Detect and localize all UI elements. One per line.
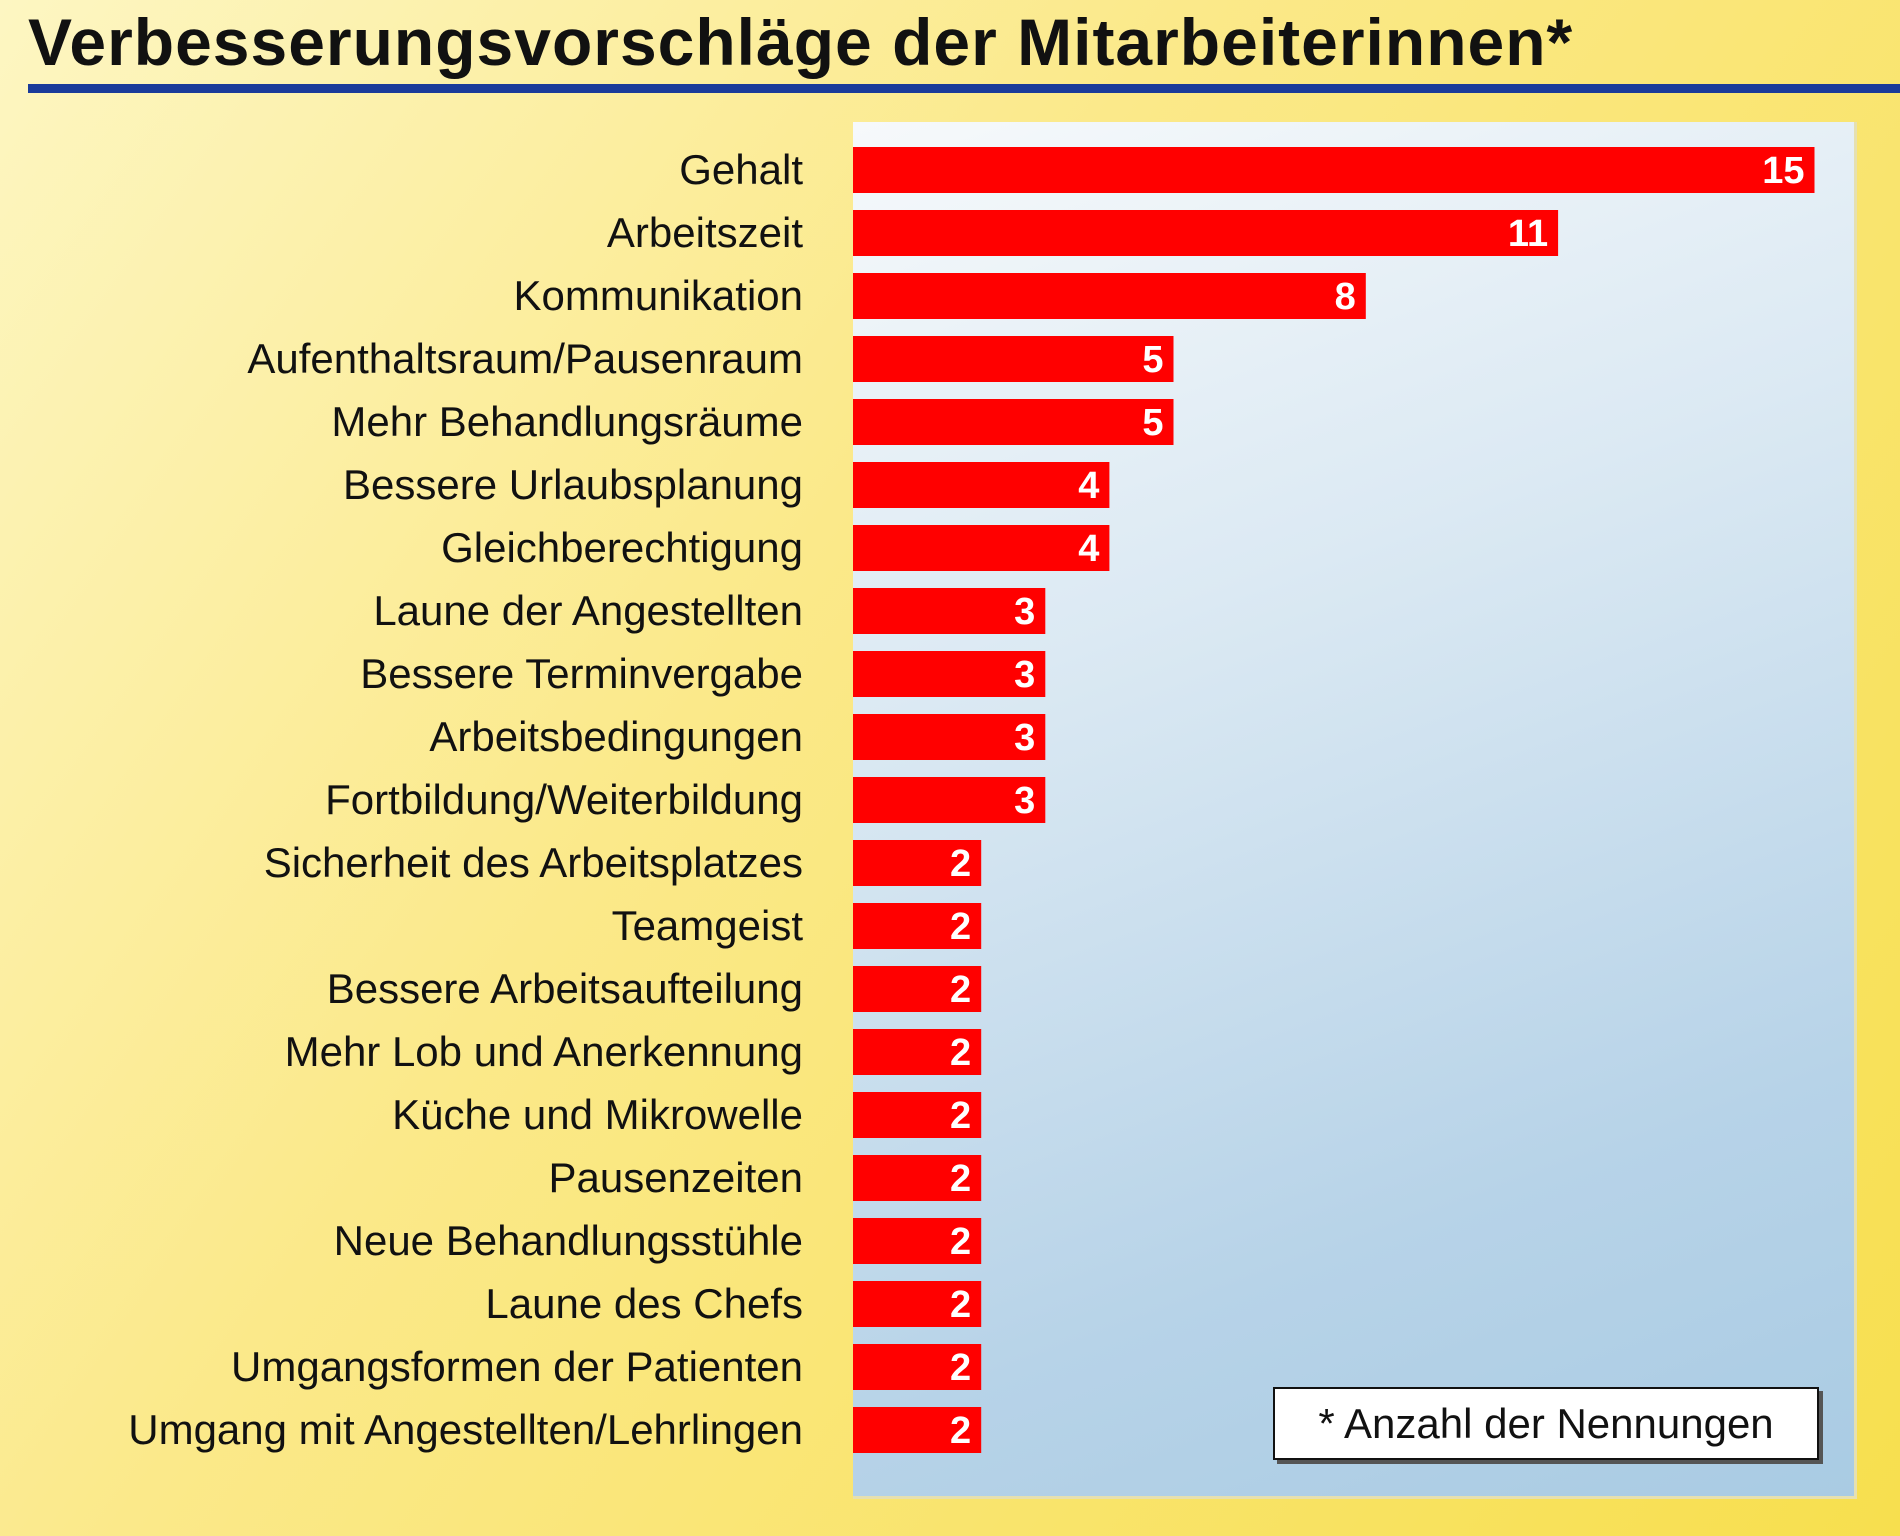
data-label: 2 xyxy=(950,1347,971,1389)
category-label: Laune der Angestellten xyxy=(373,587,803,634)
bar xyxy=(853,1155,982,1201)
category-label: Umgang mit Angestellten/Lehrlingen xyxy=(128,1406,803,1453)
category-label: Gleichberechtigung xyxy=(441,524,803,571)
data-label: 5 xyxy=(1142,402,1163,444)
data-label: 2 xyxy=(950,1095,971,1137)
data-label: 3 xyxy=(1014,654,1035,696)
data-label: 11 xyxy=(1508,213,1548,255)
data-label: 3 xyxy=(1014,717,1035,759)
title-underline xyxy=(28,84,1900,93)
category-label: Kommunikation xyxy=(514,272,803,319)
data-label: 2 xyxy=(950,1284,971,1326)
category-label: Bessere Urlaubsplanung xyxy=(343,461,803,508)
bar xyxy=(853,147,1815,193)
bar xyxy=(853,1029,982,1075)
value-labels: 15 11 8 5 5 4 4 3 3 3 3 2 2 2 2 2 2 2 2 2 2 xyxy=(950,150,1804,1452)
chart-title: Verbesserungsvorschläge der Mitarbeiteri… xyxy=(28,5,1574,79)
data-label: 4 xyxy=(1078,528,1099,570)
bar xyxy=(853,273,1366,319)
category-label: Arbeitszeit xyxy=(607,209,803,256)
bar xyxy=(853,336,1174,382)
category-label: Sicherheit des Arbeitsplatzes xyxy=(264,839,803,886)
data-label: 2 xyxy=(950,1032,971,1074)
category-label: Arbeitsbedingungen xyxy=(429,713,803,760)
data-label: 15 xyxy=(1762,150,1804,192)
bar xyxy=(853,714,1046,760)
category-label: Gehalt xyxy=(679,146,803,193)
bar xyxy=(853,399,1174,445)
data-label: 2 xyxy=(950,1221,971,1263)
category-label: Umgangsformen der Patienten xyxy=(231,1343,803,1390)
bar xyxy=(853,840,982,886)
category-label: Bessere Arbeitsaufteilung xyxy=(327,965,803,1012)
footnote-box: * Anzahl der Nennungen xyxy=(1273,1387,1819,1460)
category-label: Aufenthaltsraum/Pausenraum xyxy=(247,335,803,382)
data-label: 4 xyxy=(1078,465,1099,507)
data-label: 3 xyxy=(1014,780,1035,822)
category-label: Neue Behandlungsstühle xyxy=(334,1217,803,1264)
bar xyxy=(853,1281,982,1327)
category-label: Teamgeist xyxy=(612,902,804,949)
category-label: Mehr Behandlungsräume xyxy=(331,398,803,445)
data-label: 2 xyxy=(950,906,971,948)
bar xyxy=(853,1344,982,1390)
category-labels: Gehalt Arbeitszeit Kommunikation Aufenthalt… xyxy=(128,146,803,1453)
bar xyxy=(853,777,1046,823)
bar xyxy=(853,903,982,949)
bar xyxy=(853,1092,982,1138)
bars xyxy=(853,147,1815,1453)
data-label: 8 xyxy=(1335,276,1356,318)
data-label: 2 xyxy=(950,843,971,885)
data-label: 5 xyxy=(1142,339,1163,381)
category-label: Bessere Terminvergabe xyxy=(360,650,803,697)
category-label: Mehr Lob und Anerkennung xyxy=(285,1028,803,1075)
bar xyxy=(853,462,1110,508)
bar xyxy=(853,588,1046,634)
bar xyxy=(853,1218,982,1264)
data-label: 2 xyxy=(950,969,971,1011)
category-label: Pausenzeiten xyxy=(548,1154,803,1201)
bar xyxy=(853,210,1559,256)
data-label: 2 xyxy=(950,1410,971,1452)
category-label: Fortbildung/Weiterbildung xyxy=(325,776,803,823)
bar xyxy=(853,525,1110,571)
data-label: 2 xyxy=(950,1158,971,1200)
category-label: Laune des Chefs xyxy=(485,1280,803,1327)
category-label: Küche und Mikrowelle xyxy=(392,1091,803,1138)
data-label: 3 xyxy=(1014,591,1035,633)
bar xyxy=(853,651,1046,697)
bar xyxy=(853,1407,982,1453)
bar xyxy=(853,966,982,1012)
